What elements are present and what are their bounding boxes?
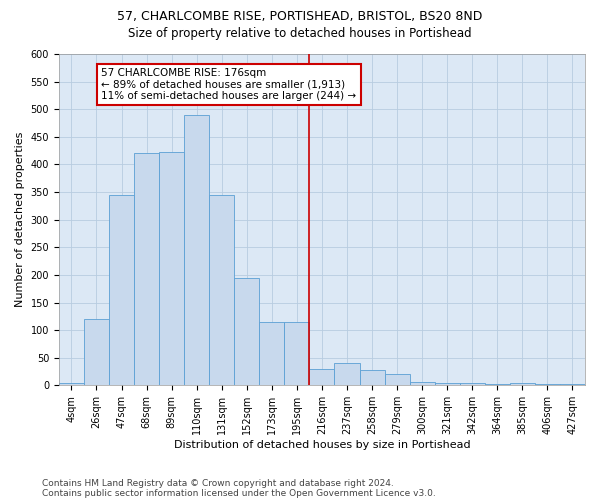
Bar — [184, 114, 209, 386]
Bar — [334, 364, 359, 386]
Bar — [460, 382, 485, 386]
Bar — [109, 195, 134, 386]
Bar — [159, 152, 184, 386]
Bar — [284, 322, 310, 386]
Bar — [134, 154, 159, 386]
Text: Contains public sector information licensed under the Open Government Licence v3: Contains public sector information licen… — [42, 488, 436, 498]
Bar — [385, 374, 410, 386]
X-axis label: Distribution of detached houses by size in Portishead: Distribution of detached houses by size … — [173, 440, 470, 450]
Text: 57 CHARLCOMBE RISE: 176sqm
← 89% of detached houses are smaller (1,913)
11% of s: 57 CHARLCOMBE RISE: 176sqm ← 89% of deta… — [101, 68, 356, 101]
Bar — [510, 382, 535, 386]
Bar — [410, 382, 434, 386]
Bar — [535, 384, 560, 386]
Bar — [485, 384, 510, 386]
Bar — [259, 322, 284, 386]
Bar — [359, 370, 385, 386]
Bar — [59, 383, 84, 386]
Bar — [310, 369, 334, 386]
Bar — [560, 384, 585, 386]
Text: Size of property relative to detached houses in Portishead: Size of property relative to detached ho… — [128, 28, 472, 40]
Y-axis label: Number of detached properties: Number of detached properties — [15, 132, 25, 308]
Text: 57, CHARLCOMBE RISE, PORTISHEAD, BRISTOL, BS20 8ND: 57, CHARLCOMBE RISE, PORTISHEAD, BRISTOL… — [118, 10, 482, 23]
Bar — [434, 382, 460, 386]
Bar — [84, 319, 109, 386]
Bar — [209, 195, 234, 386]
Bar — [234, 278, 259, 386]
Text: Contains HM Land Registry data © Crown copyright and database right 2024.: Contains HM Land Registry data © Crown c… — [42, 478, 394, 488]
